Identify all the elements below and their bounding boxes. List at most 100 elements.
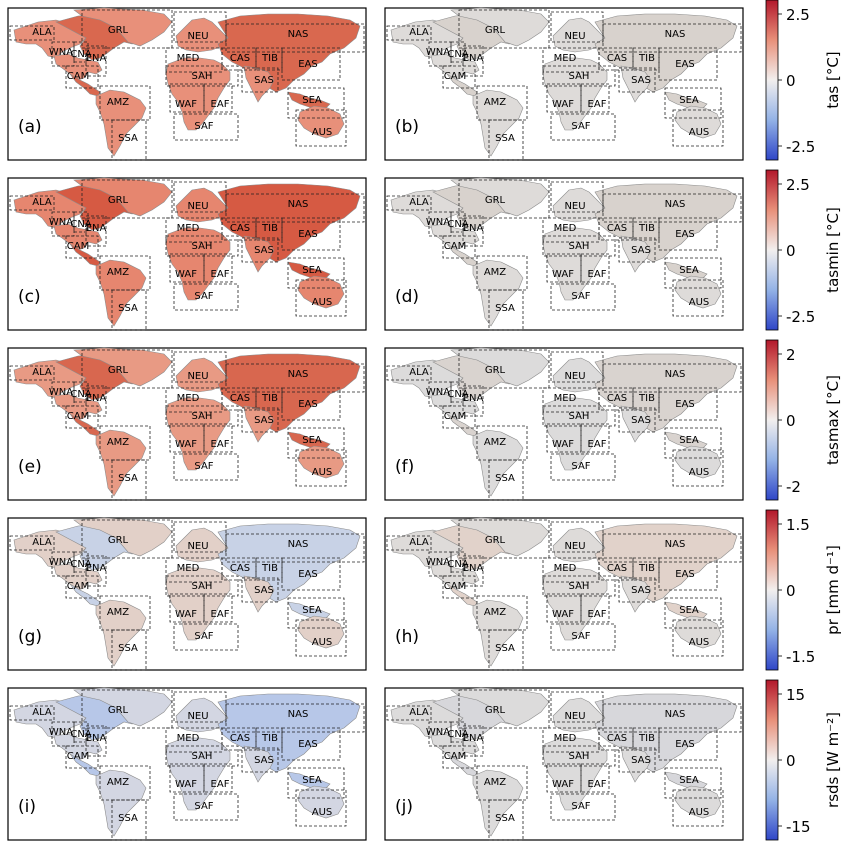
region-box (386, 535, 432, 551)
region-label: ALA (409, 367, 429, 378)
region-box (241, 407, 279, 433)
region-box (428, 41, 452, 67)
region-label: SAS (631, 75, 651, 86)
region-label: ENA (463, 393, 484, 404)
region-box (173, 521, 227, 553)
land-area (446, 243, 478, 267)
region-label: AMZ (484, 267, 506, 278)
region-box (73, 381, 89, 403)
region-label: SAH (192, 751, 213, 762)
region-box (550, 11, 604, 43)
region-box (618, 577, 656, 603)
region-label: WNA (49, 557, 73, 568)
region-box (295, 789, 347, 827)
region-box (458, 349, 550, 389)
region-label: SAF (571, 801, 590, 812)
region-label: CAS (230, 393, 250, 404)
region-label: GRL (108, 195, 129, 206)
region-box (428, 551, 452, 577)
region-box (386, 25, 432, 41)
region-box (99, 765, 151, 801)
region-box (602, 193, 742, 223)
region-box (550, 181, 604, 213)
region-label: SAS (254, 75, 274, 86)
region-label: WAF (175, 779, 197, 790)
region-box (225, 193, 365, 223)
region-box (287, 257, 345, 289)
region-box (287, 427, 345, 459)
land-area (165, 227, 231, 301)
region-box (85, 45, 107, 77)
region-box (632, 557, 660, 581)
region-label: SEA (679, 95, 699, 106)
colorbar: 1.5 0 -1.5 pr [mm d⁻¹] (765, 509, 842, 671)
land-area (95, 599, 147, 667)
region-box (550, 283, 616, 311)
land-area (287, 91, 331, 111)
region-label: WAF (175, 609, 197, 620)
region-label: NEU (564, 541, 585, 552)
region-label: CAS (607, 53, 627, 64)
region-box (241, 577, 279, 603)
region-box (241, 67, 279, 93)
region-label: GRL (108, 535, 129, 546)
region-box (255, 387, 283, 411)
land-area (430, 393, 480, 421)
region-label: CAM (67, 581, 89, 592)
colorbar-tick-label: 0 (786, 72, 796, 90)
region-box (165, 65, 239, 87)
land-area (472, 89, 524, 157)
panel-letter: (d) (395, 287, 419, 307)
region-label: MED (554, 223, 577, 234)
land-area (69, 243, 101, 267)
region-label: SEA (302, 605, 322, 616)
land-area (69, 753, 101, 777)
region-label: ENA (86, 53, 107, 64)
region-label: AUS (689, 467, 710, 478)
region-box (9, 365, 55, 381)
region-box (165, 235, 239, 257)
region-label: SAF (194, 801, 213, 812)
region-box (203, 253, 233, 283)
colorbar: 2.5 0 -2.5 tasmin [°C] (765, 169, 842, 331)
land-area (95, 429, 147, 497)
panel-letter: (g) (18, 627, 42, 647)
region-label: CNA (447, 49, 468, 60)
region-box (225, 23, 365, 53)
region-box (81, 689, 173, 729)
colorbar-gradient (765, 339, 779, 501)
land-area (165, 567, 231, 641)
region-label: AUS (689, 807, 710, 818)
region-label: AUS (312, 297, 333, 308)
region-box (632, 47, 660, 71)
region-box (672, 449, 724, 487)
region-label: CNA (447, 219, 468, 230)
region-box (458, 519, 550, 559)
land-area (674, 105, 722, 139)
region-box (550, 113, 616, 141)
region-box (173, 793, 239, 821)
region-box (632, 217, 660, 241)
land-area (53, 223, 103, 251)
region-label: ALA (32, 367, 52, 378)
region-label: WAF (552, 99, 574, 110)
region-label: SAS (631, 585, 651, 596)
region-label: TIB (638, 53, 655, 64)
region-label: ENA (463, 223, 484, 234)
region-box (488, 119, 524, 161)
region-box (428, 381, 452, 407)
region-label: CAS (230, 733, 250, 744)
land-area (542, 567, 608, 641)
region-label: GRL (485, 365, 506, 376)
region-box (173, 11, 227, 43)
region-label: NEU (564, 711, 585, 722)
colorbar-gradient (765, 509, 779, 671)
land-area (165, 397, 231, 471)
region-box (462, 555, 484, 587)
colorbar-tick-label: -15 (786, 818, 811, 836)
land-area (674, 785, 722, 819)
region-box (255, 557, 283, 581)
land-area (430, 733, 480, 761)
region-box (9, 25, 55, 41)
